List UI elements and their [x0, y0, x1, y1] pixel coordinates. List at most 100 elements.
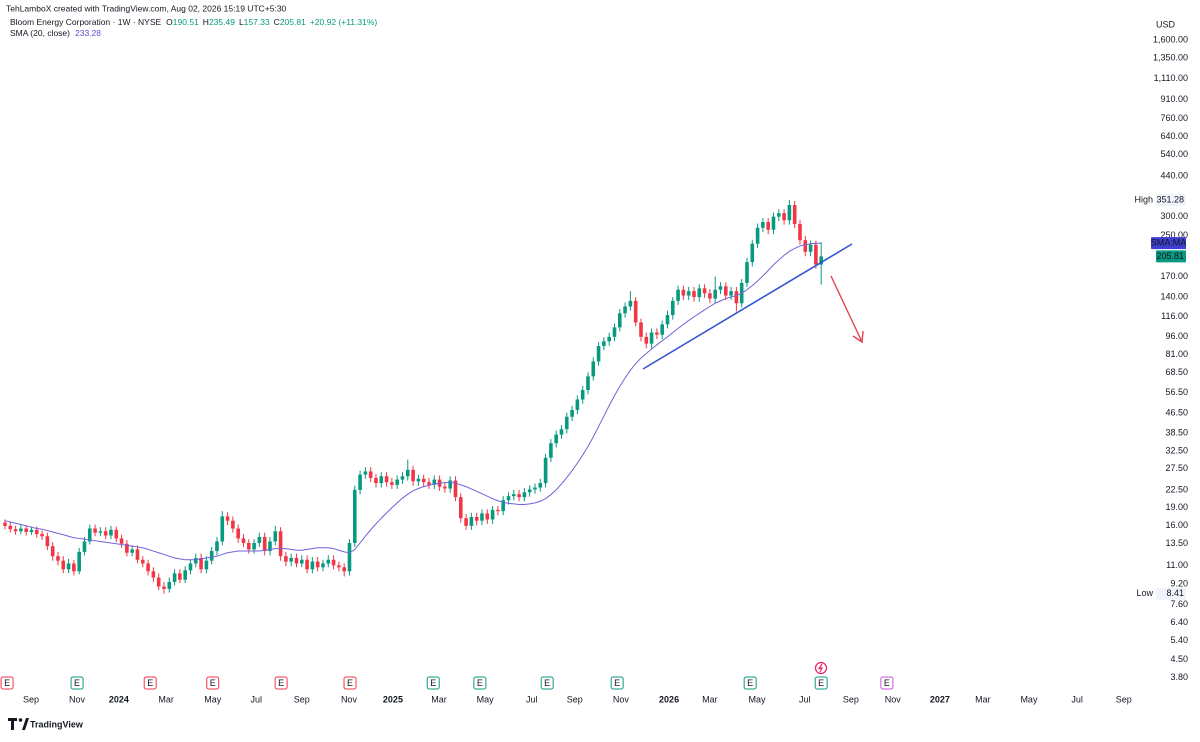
candle-body	[458, 497, 463, 519]
key: H	[203, 17, 209, 27]
candle-body	[819, 256, 823, 265]
candle-body	[676, 289, 680, 301]
candle-body	[331, 559, 336, 566]
candle-body	[183, 570, 187, 580]
y-tick-label: 1,110.00	[1154, 73, 1188, 83]
candle-body	[776, 213, 781, 217]
legend-ohlc: Bloom Energy Corporation · 1W · NYSE O190…	[10, 17, 377, 27]
currency: USD	[1156, 19, 1176, 29]
legend-sma: SMA (20, close) 233.28	[10, 28, 101, 38]
y-tick-label: 116.00	[1161, 311, 1188, 321]
candle-body	[125, 543, 129, 553]
y-tick-label: 27.50	[1165, 463, 1188, 473]
candle-body	[3, 522, 7, 526]
candle-body	[474, 517, 479, 521]
candle-body	[305, 559, 309, 570]
candle-body	[146, 563, 150, 572]
candle-body	[782, 213, 786, 221]
y-tick-label: 38.50	[1165, 428, 1188, 438]
candle-body	[723, 286, 728, 296]
candle-body	[570, 409, 574, 417]
candle-body	[670, 300, 675, 316]
candle-body	[480, 513, 484, 521]
candle-body	[792, 204, 797, 224]
sma-tag	[1151, 237, 1186, 250]
earnings-marker	[540, 676, 554, 690]
y-tick-label: 3.80	[1170, 672, 1188, 682]
x-tick-label: Sep	[843, 694, 859, 704]
candle-body	[681, 289, 686, 296]
candle-body	[607, 336, 611, 342]
y-tick-label: 6.40	[1170, 617, 1188, 627]
credit: TehLamboX created with TradingView.com, …	[6, 3, 287, 13]
earnings-label: E	[278, 678, 284, 688]
candle-body	[718, 286, 723, 290]
x-tick-label: 2027	[930, 694, 950, 704]
candle-body	[109, 529, 113, 536]
earnings-label: E	[210, 678, 216, 688]
candle-body	[464, 518, 468, 526]
y-tick-label: 7.60	[1170, 599, 1188, 609]
y-tick-label: 68.50	[1165, 367, 1188, 377]
key: L	[239, 17, 244, 27]
sma-name: SMA (20, close)	[10, 28, 70, 38]
x-tick-label: Nov	[885, 694, 902, 704]
candle-body	[453, 480, 458, 498]
candle-body	[284, 556, 288, 562]
candle-body	[427, 482, 431, 485]
x-tick-label: 2025	[383, 694, 403, 704]
candle-body	[559, 429, 564, 435]
lightning-icon	[814, 661, 828, 675]
candle-body	[363, 471, 368, 475]
candle-body	[522, 492, 527, 498]
x-tick-label: Sep	[23, 694, 39, 704]
candle-body	[543, 457, 548, 484]
candle-body	[421, 478, 426, 483]
x-tick-label: Sep	[567, 694, 583, 704]
candle-body	[390, 482, 394, 485]
candle-body	[665, 315, 670, 325]
candle-body	[798, 223, 802, 241]
candle-body	[162, 586, 166, 589]
x-tick-label: Nov	[613, 694, 630, 704]
candle-body	[623, 306, 627, 314]
candle-body	[315, 561, 320, 568]
earnings-label: E	[4, 678, 10, 688]
candle-body	[77, 551, 81, 572]
arrow-shaft	[830, 275, 863, 343]
y-tick-label: 22.50	[1165, 484, 1188, 494]
candle-body	[231, 520, 235, 529]
candle-body	[257, 536, 262, 543]
candle-body	[586, 376, 590, 390]
earnings-marker	[814, 676, 828, 690]
x-tick-label: Jul	[250, 694, 262, 704]
y-tick-label: 56.50	[1165, 387, 1188, 397]
candle-body	[379, 476, 384, 484]
y-tick-label: 910.00	[1160, 94, 1188, 104]
earnings-marker	[206, 676, 220, 690]
candle-body	[24, 528, 28, 532]
earnings-label: E	[818, 678, 824, 688]
change: +20.92 (+11.31%)	[310, 17, 378, 27]
candle-body	[156, 577, 161, 587]
candle-body	[119, 538, 124, 544]
y-tick-label: 81.00	[1165, 349, 1188, 359]
candle-body	[294, 557, 299, 564]
candle-body	[209, 551, 214, 561]
x-tick-label: 2024	[109, 694, 129, 704]
earnings-label: E	[747, 678, 753, 688]
candle-body	[416, 478, 421, 482]
x-tick-label: Jul	[799, 694, 811, 704]
candle-body	[45, 536, 50, 547]
earnings-label: E	[74, 678, 80, 688]
candle-body	[448, 480, 452, 489]
candle-body	[655, 332, 659, 335]
candle-body	[395, 479, 399, 485]
candle-body	[246, 542, 251, 550]
open-value: 190.51	[173, 17, 199, 27]
candle-body	[140, 559, 145, 564]
candle-body	[564, 416, 569, 430]
earnings-marker	[473, 676, 487, 690]
key: C	[274, 17, 280, 27]
plot: 1,600.00 1,350.00 1,110.00 910.00 760.00 640.…	[0, 34, 1188, 704]
